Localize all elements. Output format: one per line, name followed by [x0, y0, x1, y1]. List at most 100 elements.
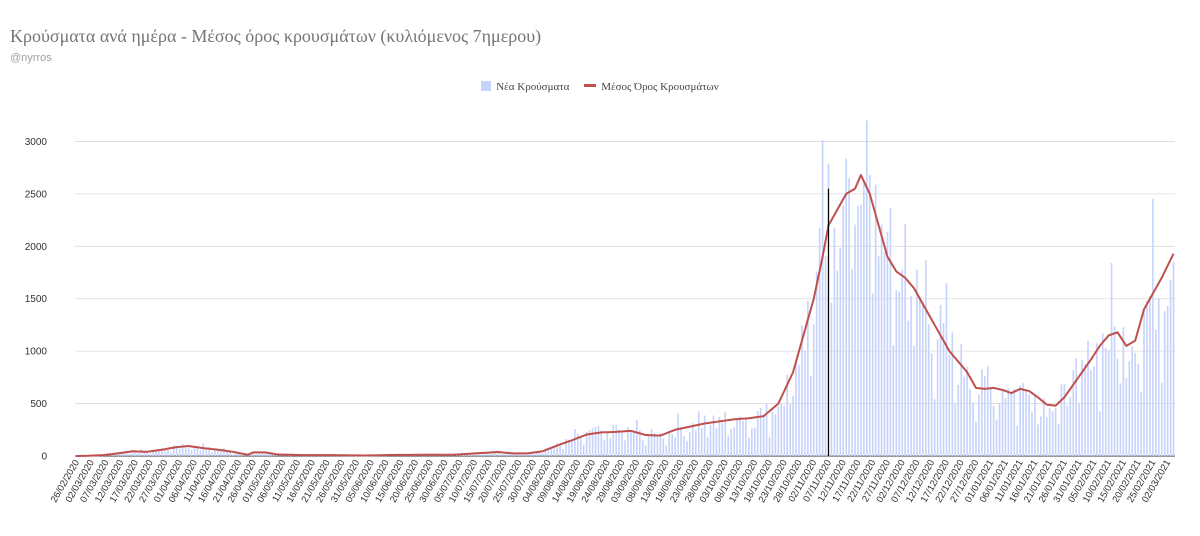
bar: [1078, 403, 1080, 456]
bar: [739, 416, 741, 456]
legend-item-bars[interactable]: Νέα Κρούσματα: [481, 81, 569, 93]
y-tick-label: 500: [30, 399, 47, 410]
bar: [866, 120, 868, 456]
bar: [1090, 370, 1092, 456]
bar: [143, 450, 146, 456]
bar: [1081, 359, 1083, 456]
bar: [155, 451, 157, 456]
legend-label-line: Μέσος Όρος Κρουσμάτων: [601, 81, 719, 94]
bar: [644, 445, 647, 456]
y-tick-label: 2000: [25, 242, 48, 253]
y-tick-label: 1500: [25, 294, 48, 305]
bar: [821, 140, 824, 456]
bar: [541, 453, 544, 456]
bar: [656, 435, 659, 456]
bar: [237, 453, 240, 456]
bar: [1128, 361, 1131, 456]
bar: [792, 395, 794, 456]
bar: [863, 182, 865, 457]
bar: [1019, 385, 1021, 456]
legend-swatch-bars: [481, 81, 492, 92]
bar: [895, 289, 898, 456]
bar: [700, 427, 703, 456]
bar: [1028, 394, 1030, 456]
bar: [641, 440, 644, 456]
bar: [913, 345, 915, 456]
bar: [975, 421, 977, 456]
bar: [621, 433, 623, 456]
bar: [149, 453, 152, 456]
bar: [1057, 423, 1060, 456]
bar: [1157, 298, 1160, 456]
bar: [161, 447, 163, 456]
bar: [1042, 398, 1045, 456]
bar: [181, 443, 184, 456]
bar: [240, 454, 243, 456]
bar: [833, 227, 836, 456]
bar: [506, 453, 508, 456]
bar: [638, 430, 641, 456]
bar: [1137, 363, 1139, 456]
bar: [1025, 390, 1027, 456]
bar: [523, 453, 526, 456]
bar: [1093, 366, 1095, 456]
bar: [848, 178, 850, 456]
bar: [606, 433, 609, 456]
bar: [1163, 311, 1166, 456]
bar: [512, 453, 514, 456]
bar: [765, 403, 768, 456]
chart-subtitle: @nyrros: [10, 52, 52, 64]
bar: [116, 453, 119, 456]
bar: [482, 453, 485, 456]
bar: [715, 428, 718, 456]
bar: [582, 444, 585, 456]
bar: [986, 365, 989, 456]
bar: [753, 427, 756, 456]
bar: [668, 431, 671, 456]
bar: [1069, 397, 1072, 456]
bar: [1087, 340, 1089, 456]
y-tick-label: 1000: [25, 347, 48, 358]
bar: [665, 445, 668, 456]
bar: [624, 440, 626, 456]
bar: [1134, 352, 1136, 456]
bar: [520, 454, 523, 456]
bar: [1152, 198, 1154, 456]
bar: [948, 354, 951, 456]
bar: [1107, 349, 1110, 456]
bar: [671, 433, 673, 456]
bar: [1037, 424, 1039, 456]
bar: [877, 256, 880, 456]
legend-item-line[interactable]: Μέσος Όρος Κρουσμάτων: [584, 81, 719, 93]
bar: [137, 452, 140, 456]
bar: [175, 447, 178, 456]
bar: [1034, 395, 1036, 456]
bar: [960, 343, 963, 456]
bar: [845, 158, 847, 456]
bar: [886, 231, 889, 456]
bar: [783, 405, 786, 456]
bar: [874, 184, 877, 457]
bar: [1075, 358, 1078, 456]
bar: [1040, 416, 1042, 456]
bar: [1010, 392, 1013, 456]
bar: [553, 446, 556, 456]
bar: [503, 452, 505, 456]
bar: [479, 454, 482, 456]
bar: [916, 269, 918, 456]
bar: [635, 419, 638, 456]
bar: [229, 452, 231, 456]
bar: [562, 449, 564, 456]
bar: [659, 433, 662, 456]
bar: [217, 449, 219, 456]
bar: [759, 407, 762, 456]
bar: [1110, 262, 1113, 456]
bar: [1084, 364, 1086, 456]
bar: [258, 452, 261, 456]
bar: [579, 437, 582, 456]
bar: [134, 452, 137, 456]
bar: [653, 433, 656, 456]
bar: [461, 454, 464, 456]
bar: [1146, 301, 1148, 456]
